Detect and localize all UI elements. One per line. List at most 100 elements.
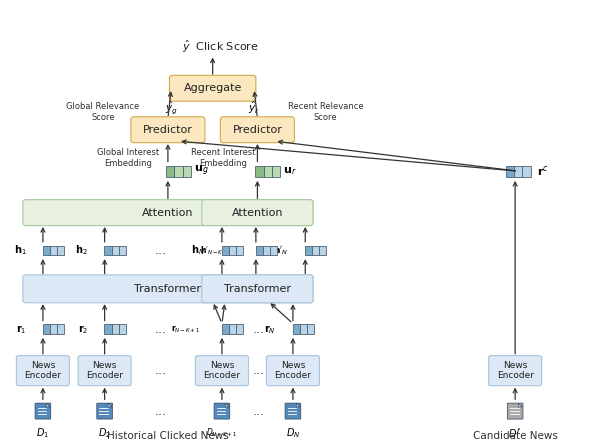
Text: ...: ... bbox=[154, 405, 166, 417]
Bar bbox=[264, 166, 272, 177]
Polygon shape bbox=[108, 404, 112, 407]
Text: Transformer: Transformer bbox=[224, 284, 291, 294]
Text: ...: ... bbox=[154, 364, 166, 377]
Text: Global Relevance
Score: Global Relevance Score bbox=[66, 102, 140, 122]
Text: $\hat{y}$  Click Score: $\hat{y}$ Click Score bbox=[182, 39, 259, 55]
FancyBboxPatch shape bbox=[17, 355, 69, 386]
Text: News
Encoder: News Encoder bbox=[497, 361, 533, 380]
FancyBboxPatch shape bbox=[23, 275, 313, 303]
Bar bbox=[104, 246, 111, 256]
Bar bbox=[50, 246, 57, 256]
Bar bbox=[104, 324, 111, 334]
Text: ...: ... bbox=[253, 323, 265, 336]
Text: Recent Relevance
Score: Recent Relevance Score bbox=[288, 102, 363, 122]
FancyBboxPatch shape bbox=[214, 403, 230, 419]
Bar bbox=[50, 324, 57, 334]
Bar bbox=[255, 166, 264, 177]
Bar bbox=[305, 246, 312, 256]
Text: $D_{N-K+1}$: $D_{N-K+1}$ bbox=[206, 427, 237, 439]
Text: News
Encoder: News Encoder bbox=[275, 361, 311, 380]
FancyBboxPatch shape bbox=[266, 355, 320, 386]
Bar bbox=[319, 246, 326, 256]
Text: Predictor: Predictor bbox=[143, 125, 193, 135]
Text: $\mathbf{u}_g$: $\mathbf{u}_g$ bbox=[194, 164, 208, 178]
Text: News
Encoder: News Encoder bbox=[204, 361, 240, 380]
Text: $D_2$: $D_2$ bbox=[98, 426, 111, 440]
Bar bbox=[256, 246, 263, 256]
Text: $D_1$: $D_1$ bbox=[36, 426, 50, 440]
Text: Transformer: Transformer bbox=[134, 284, 201, 294]
FancyBboxPatch shape bbox=[131, 117, 205, 143]
FancyBboxPatch shape bbox=[169, 75, 256, 101]
Bar bbox=[263, 246, 270, 256]
Bar bbox=[118, 246, 126, 256]
Bar bbox=[111, 324, 118, 334]
Bar bbox=[174, 166, 182, 177]
Text: $\mathbf{h}_1$: $\mathbf{h}_1$ bbox=[14, 244, 26, 257]
Text: $\mathbf{r}_2$: $\mathbf{r}_2$ bbox=[78, 323, 88, 336]
Bar bbox=[506, 166, 514, 177]
Text: $\mathbf{h}_N$: $\mathbf{h}_N$ bbox=[191, 244, 205, 257]
Bar bbox=[307, 324, 314, 334]
Bar bbox=[300, 324, 307, 334]
Bar bbox=[166, 166, 174, 177]
FancyBboxPatch shape bbox=[285, 403, 301, 419]
Text: News
Encoder: News Encoder bbox=[86, 361, 123, 380]
Bar bbox=[514, 166, 522, 177]
Bar bbox=[43, 246, 50, 256]
Text: Attention: Attention bbox=[231, 208, 283, 218]
Bar bbox=[182, 166, 191, 177]
Bar bbox=[229, 324, 236, 334]
Text: $\mathbf{h}'_N$: $\mathbf{h}'_N$ bbox=[274, 244, 288, 257]
Bar bbox=[57, 324, 64, 334]
Polygon shape bbox=[519, 404, 522, 407]
Bar bbox=[293, 324, 300, 334]
Bar bbox=[312, 246, 319, 256]
FancyBboxPatch shape bbox=[35, 403, 51, 419]
Bar bbox=[272, 166, 281, 177]
FancyBboxPatch shape bbox=[97, 403, 112, 419]
Text: Candidate News: Candidate News bbox=[472, 431, 558, 441]
Text: $\mathbf{r}_1$: $\mathbf{r}_1$ bbox=[16, 323, 26, 336]
FancyBboxPatch shape bbox=[488, 355, 542, 386]
Bar bbox=[43, 324, 50, 334]
Text: ...: ... bbox=[253, 405, 265, 417]
Text: $D^f$: $D^f$ bbox=[509, 426, 522, 440]
FancyBboxPatch shape bbox=[220, 117, 294, 143]
Polygon shape bbox=[296, 404, 300, 407]
Text: ...: ... bbox=[154, 323, 166, 336]
Bar bbox=[111, 246, 118, 256]
Text: $\mathbf{h}'_{N-K+1}$: $\mathbf{h}'_{N-K+1}$ bbox=[200, 244, 233, 257]
Bar bbox=[118, 324, 126, 334]
Bar bbox=[236, 246, 243, 256]
FancyBboxPatch shape bbox=[23, 200, 313, 226]
FancyBboxPatch shape bbox=[507, 403, 523, 419]
Text: Aggregate: Aggregate bbox=[184, 83, 242, 93]
Polygon shape bbox=[226, 404, 229, 407]
FancyBboxPatch shape bbox=[195, 355, 249, 386]
Text: Global Interest
Embedding: Global Interest Embedding bbox=[96, 148, 159, 168]
Bar bbox=[222, 324, 229, 334]
Bar bbox=[270, 246, 277, 256]
Text: $\hat{y}_r$: $\hat{y}_r$ bbox=[249, 99, 260, 116]
Polygon shape bbox=[46, 404, 50, 407]
Text: $D_N$: $D_N$ bbox=[286, 426, 300, 440]
FancyBboxPatch shape bbox=[202, 275, 313, 303]
Text: $\mathbf{r}_N$: $\mathbf{r}_N$ bbox=[265, 323, 276, 336]
Text: ...: ... bbox=[253, 364, 265, 377]
Bar bbox=[222, 246, 229, 256]
Bar bbox=[236, 324, 243, 334]
Text: Predictor: Predictor bbox=[233, 125, 282, 135]
FancyBboxPatch shape bbox=[78, 355, 131, 386]
Text: News
Encoder: News Encoder bbox=[24, 361, 62, 380]
FancyBboxPatch shape bbox=[202, 200, 313, 226]
Text: $\hat{y}_g$: $\hat{y}_g$ bbox=[165, 99, 178, 116]
Text: $\mathbf{h}_2$: $\mathbf{h}_2$ bbox=[75, 244, 88, 257]
Text: ...: ... bbox=[154, 244, 166, 257]
Text: $\mathbf{r}_{N-K+1}$: $\mathbf{r}_{N-K+1}$ bbox=[171, 323, 200, 335]
Bar bbox=[57, 246, 64, 256]
Text: Historical Clicked News: Historical Clicked News bbox=[107, 431, 229, 441]
Text: Recent Interest
Embedding: Recent Interest Embedding bbox=[191, 148, 256, 168]
Text: $\mathbf{u}_r$: $\mathbf{u}_r$ bbox=[284, 165, 297, 177]
Text: $\mathbf{r}^c$: $\mathbf{r}^c$ bbox=[537, 164, 549, 178]
